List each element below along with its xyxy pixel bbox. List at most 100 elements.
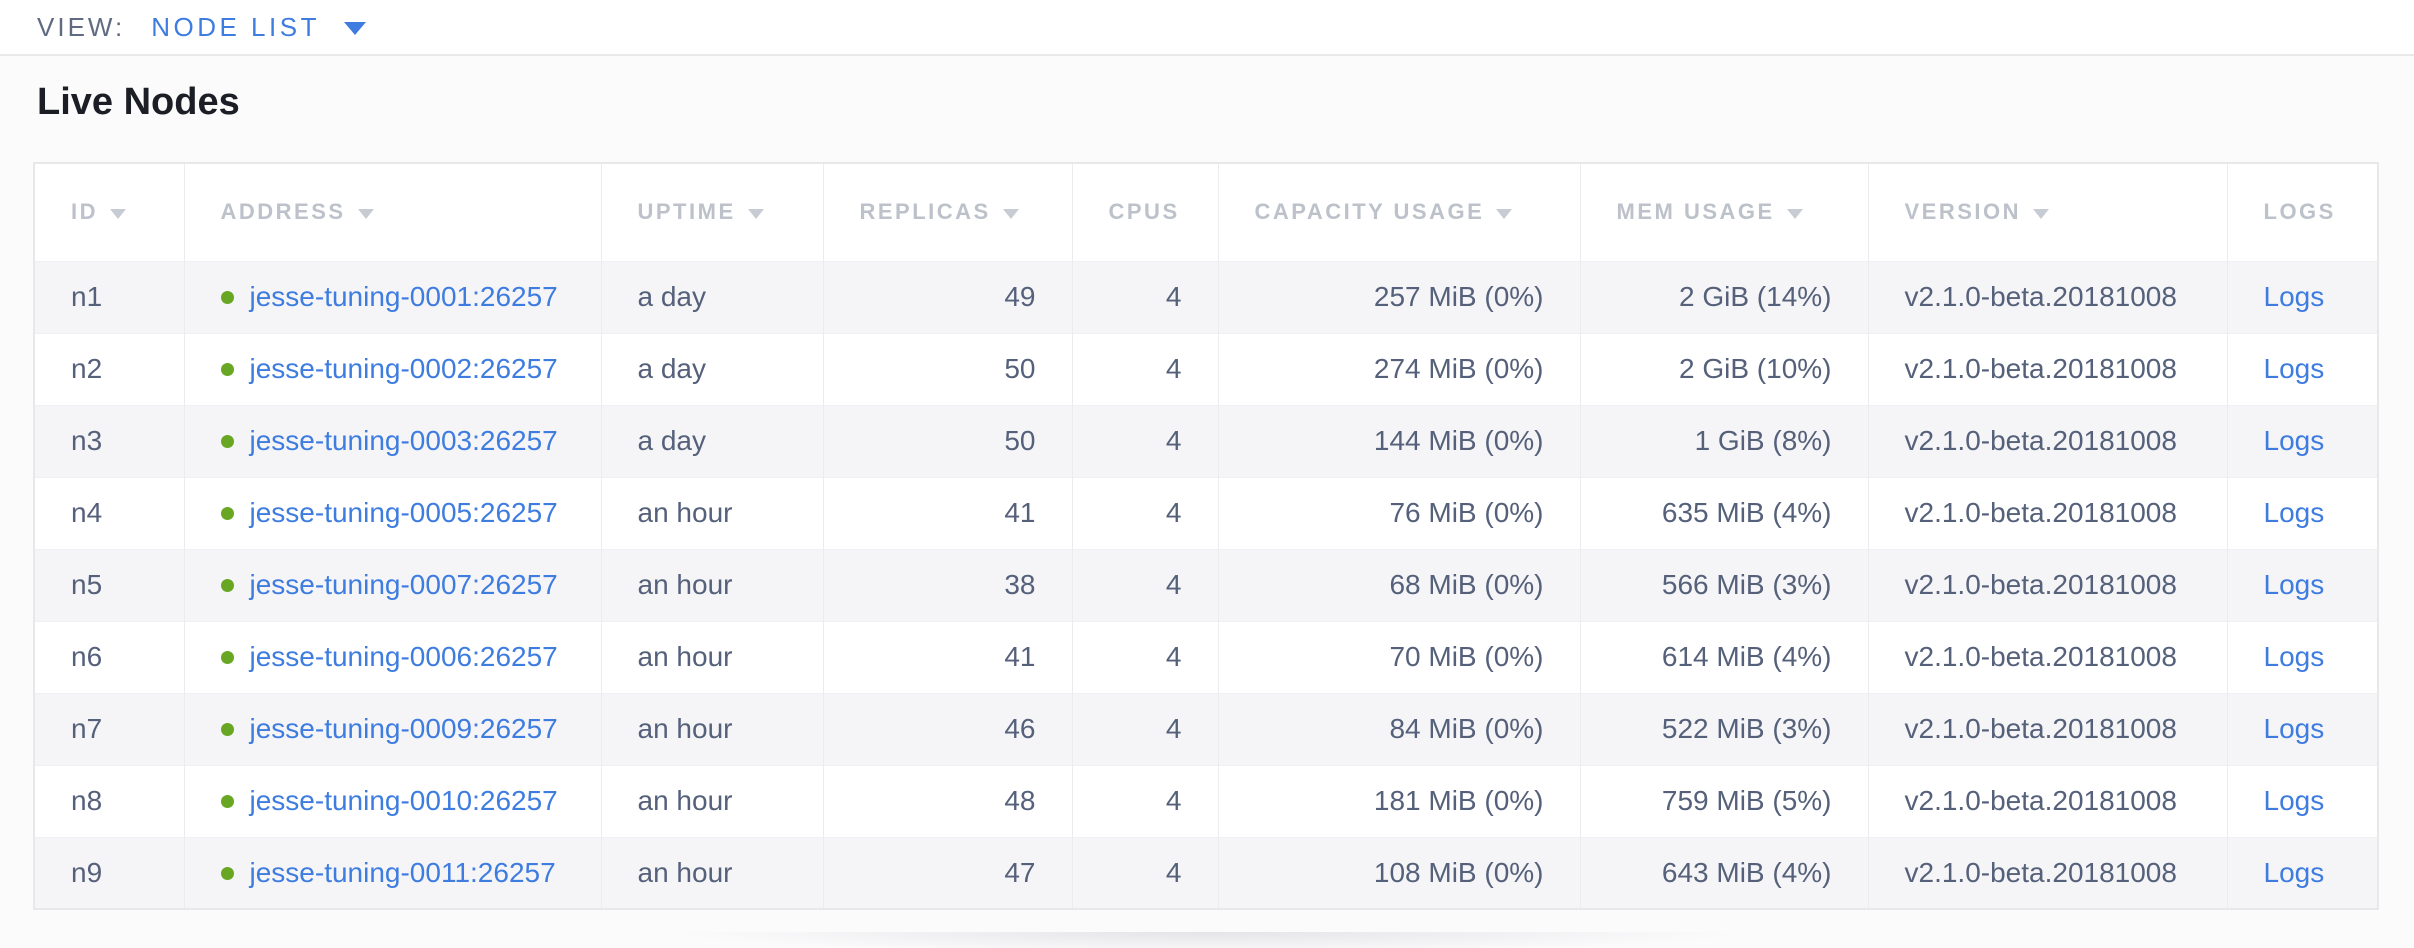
sort-arrow-icon: [1496, 209, 1513, 220]
view-selector-bar: VIEW: NODE LIST: [0, 0, 2414, 56]
replicas-cell: 47: [822, 836, 1072, 909]
node-address-cell: jesse-tuning-0006:26257: [183, 620, 601, 693]
logs-cell: Logs: [2226, 692, 2378, 765]
cpus-cell: 4: [1071, 692, 1218, 765]
node-id-cell: n2: [34, 332, 184, 405]
node-address-link[interactable]: jesse-tuning-0009:26257: [249, 713, 558, 744]
mem-usage-cell: 566 MiB (3%): [1579, 548, 1868, 621]
live-status-dot: [220, 651, 234, 664]
table-row: n8 jesse-tuning-0010:26257 an hour 48 4 …: [34, 764, 2378, 837]
node-address-link[interactable]: jesse-tuning-0010:26257: [249, 785, 558, 816]
main-content: Live Nodes ID ADDRESS UPTIME REPLICAS CP…: [0, 56, 2414, 948]
column-header-label: CPUS: [1108, 199, 1180, 225]
version-cell: v2.1.0-beta.20181008: [1867, 476, 2227, 549]
version-cell: v2.1.0-beta.20181008: [1867, 548, 2227, 621]
replicas-cell: 48: [822, 764, 1072, 837]
uptime-cell: a day: [600, 332, 823, 405]
uptime-cell: an hour: [600, 548, 823, 621]
cpus-cell: 4: [1071, 836, 1218, 909]
logs-link[interactable]: Logs: [2263, 353, 2325, 384]
mem-usage-cell: 1 GiB (8%): [1579, 404, 1868, 477]
uptime-cell: an hour: [600, 692, 823, 765]
node-id-cell: n4: [34, 476, 184, 549]
capacity-usage-cell: 274 MiB (0%): [1217, 332, 1580, 405]
column-header-id[interactable]: ID: [34, 163, 184, 261]
replicas-cell: 38: [822, 548, 1072, 621]
node-address-cell: jesse-tuning-0011:26257: [183, 836, 601, 909]
version-cell: v2.1.0-beta.20181008: [1867, 692, 2227, 765]
column-header-label: VERSION: [1904, 199, 2022, 225]
node-address-link[interactable]: jesse-tuning-0006:26257: [249, 641, 558, 672]
table-row: n2 jesse-tuning-0002:26257 a day 50 4 27…: [34, 332, 2378, 405]
logs-cell: Logs: [2226, 476, 2378, 549]
node-address-link[interactable]: jesse-tuning-0001:26257: [249, 281, 558, 312]
node-address-cell: jesse-tuning-0002:26257: [183, 332, 601, 405]
version-cell: v2.1.0-beta.20181008: [1867, 836, 2227, 909]
logs-link[interactable]: Logs: [2263, 713, 2325, 744]
mem-usage-cell: 2 GiB (10%): [1579, 332, 1868, 405]
node-address-link[interactable]: jesse-tuning-0002:26257: [249, 353, 558, 384]
logs-cell: Logs: [2226, 764, 2378, 837]
sort-arrow-icon: [110, 209, 126, 220]
live-status-dot: [220, 435, 234, 448]
mem-usage-cell: 522 MiB (3%): [1579, 692, 1868, 765]
view-dropdown[interactable]: NODE LIST: [151, 12, 366, 43]
logs-link[interactable]: Logs: [2263, 497, 2325, 528]
sort-arrow-icon: [2033, 209, 2050, 220]
column-header-mem-usage[interactable]: MEM USAGE: [1579, 163, 1868, 261]
chevron-down-icon: [343, 22, 366, 35]
cpus-cell: 4: [1071, 764, 1218, 837]
node-address-link[interactable]: jesse-tuning-0005:26257: [249, 497, 558, 528]
column-header-address[interactable]: ADDRESS: [183, 163, 601, 261]
column-header-version[interactable]: VERSION: [1867, 163, 2227, 261]
table-row: n5 jesse-tuning-0007:26257 an hour 38 4 …: [34, 548, 2378, 621]
capacity-usage-cell: 70 MiB (0%): [1217, 620, 1580, 693]
uptime-cell: a day: [600, 260, 823, 333]
replicas-cell: 41: [822, 620, 1072, 693]
logs-link[interactable]: Logs: [2263, 569, 2325, 600]
table-body: n1 jesse-tuning-0001:26257 a day 49 4 25…: [34, 260, 2378, 909]
sort-arrow-icon: [1786, 209, 1803, 220]
uptime-cell: an hour: [600, 476, 823, 549]
node-id-cell: n5: [34, 548, 184, 621]
column-header-replicas[interactable]: REPLICAS: [822, 163, 1072, 261]
mem-usage-cell: 2 GiB (14%): [1579, 260, 1868, 333]
table-row: n6 jesse-tuning-0006:26257 an hour 41 4 …: [34, 620, 2378, 693]
version-cell: v2.1.0-beta.20181008: [1867, 332, 2227, 405]
capacity-usage-cell: 84 MiB (0%): [1217, 692, 1580, 765]
version-cell: v2.1.0-beta.20181008: [1867, 620, 2227, 693]
logs-cell: Logs: [2226, 548, 2378, 621]
version-cell: v2.1.0-beta.20181008: [1867, 404, 2227, 477]
node-address-cell: jesse-tuning-0007:26257: [183, 548, 601, 621]
sort-arrow-icon: [747, 209, 764, 220]
capacity-usage-cell: 257 MiB (0%): [1217, 260, 1580, 333]
live-status-dot: [220, 291, 234, 304]
capacity-usage-cell: 68 MiB (0%): [1217, 548, 1580, 621]
live-status-dot: [220, 866, 234, 880]
node-address-link[interactable]: jesse-tuning-0007:26257: [249, 569, 558, 600]
replicas-cell: 50: [822, 332, 1072, 405]
logs-link[interactable]: Logs: [2263, 641, 2325, 672]
node-id-cell: n3: [34, 404, 184, 477]
column-header-capacity-usage[interactable]: CAPACITY USAGE: [1217, 163, 1580, 261]
node-id-cell: n8: [34, 764, 184, 837]
table-row: n3 jesse-tuning-0003:26257 a day 50 4 14…: [34, 404, 2378, 477]
uptime-cell: an hour: [600, 764, 823, 837]
replicas-cell: 50: [822, 404, 1072, 477]
logs-link[interactable]: Logs: [2263, 856, 2325, 888]
column-header-uptime[interactable]: UPTIME: [600, 163, 823, 261]
node-address-link[interactable]: jesse-tuning-0011:26257: [249, 856, 556, 888]
logs-link[interactable]: Logs: [2263, 425, 2325, 456]
cpus-cell: 4: [1071, 404, 1218, 477]
node-id-cell: n6: [34, 620, 184, 693]
mem-usage-cell: 759 MiB (5%): [1579, 764, 1868, 837]
live-status-dot: [220, 795, 234, 808]
column-header-cpus: CPUS: [1071, 163, 1218, 261]
node-address-link[interactable]: jesse-tuning-0003:26257: [249, 425, 558, 456]
column-header-logs: LOGS: [2226, 163, 2378, 261]
uptime-cell: a day: [600, 404, 823, 477]
view-label: VIEW:: [37, 11, 126, 42]
logs-link[interactable]: Logs: [2263, 785, 2325, 816]
logs-link[interactable]: Logs: [2263, 281, 2325, 312]
logs-cell: Logs: [2226, 260, 2378, 333]
